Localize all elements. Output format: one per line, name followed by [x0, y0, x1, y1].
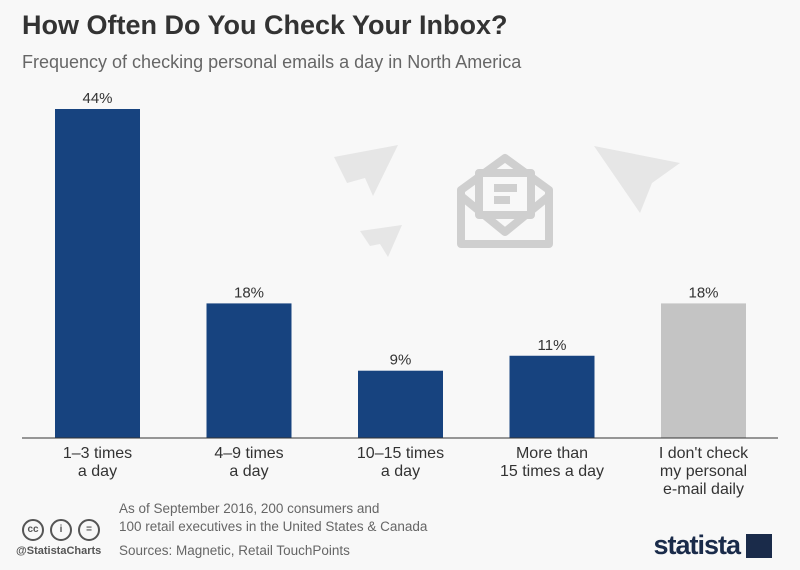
category-label: a day [78, 463, 117, 480]
bar [358, 370, 443, 438]
footnote-line2: 100 retail executives in the United Stat… [119, 519, 428, 534]
category-label: 1–3 times [63, 445, 132, 462]
no-derivatives-icon: = [78, 519, 100, 541]
data-label: 11% [538, 337, 567, 354]
category-label: a day [381, 463, 420, 480]
attribution-icon: i [50, 519, 72, 541]
paper-plane-icon [334, 145, 398, 196]
category-label: e-mail daily [663, 481, 744, 498]
category-label: my personal [660, 463, 747, 480]
bar [55, 109, 140, 438]
open-envelope-icon [457, 154, 553, 248]
footnote-line1: As of September 2016, 200 consumers and [119, 501, 380, 516]
data-label: 44% [82, 90, 112, 107]
paper-plane-icon [360, 225, 402, 257]
bar [509, 355, 595, 438]
category-label: 4–9 times [214, 445, 283, 462]
category-label: 15 times a day [500, 463, 604, 480]
bar [661, 303, 746, 438]
statista-logo: statista [653, 530, 741, 560]
cc-icon: cc [22, 519, 44, 541]
category-label: I don't check [659, 445, 749, 462]
data-label: 18% [234, 284, 264, 301]
category-label: More than [516, 445, 588, 462]
decorative-illustration [334, 145, 680, 257]
credit-handle: @StatistaCharts [16, 545, 102, 557]
bar [206, 303, 292, 438]
paper-plane-icon [594, 146, 680, 213]
chart-title: How Often Do You Check Your Inbox? [22, 10, 508, 40]
category-label: 10–15 times [357, 445, 444, 462]
sources: Sources: Magnetic, Retail TouchPoints [119, 543, 350, 558]
chart-subtitle: Frequency of checking personal emails a … [22, 52, 522, 72]
statista-logo-mark [746, 534, 772, 558]
category-label: a day [229, 463, 268, 480]
data-label: 18% [688, 284, 718, 301]
data-label: 9% [390, 352, 412, 369]
